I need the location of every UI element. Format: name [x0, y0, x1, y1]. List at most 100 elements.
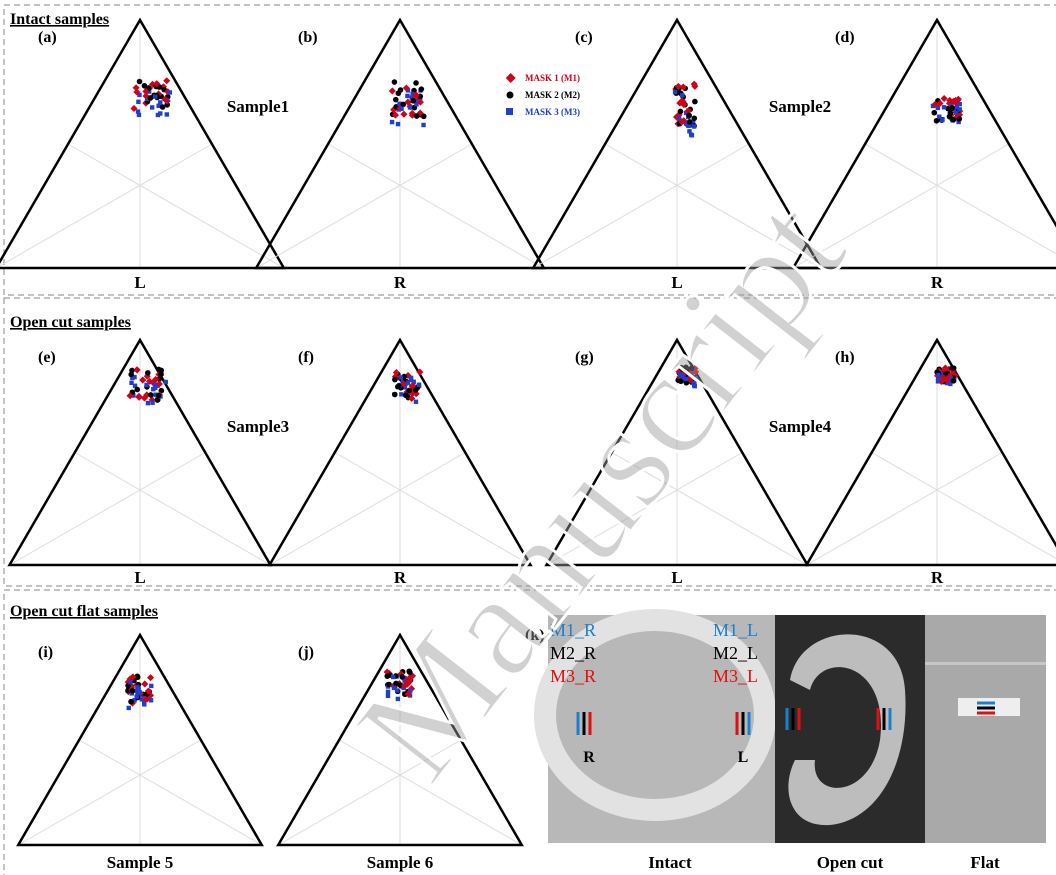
image-panel: (k) M1_R M2_R M3_R M1_L M2_L M3_L R L In… — [525, 615, 1046, 872]
point — [392, 392, 398, 398]
right-label: M2_L — [713, 643, 758, 663]
point — [128, 699, 134, 705]
point — [399, 107, 403, 111]
point — [413, 80, 419, 86]
point — [410, 98, 416, 104]
ternary-frame — [807, 340, 1056, 565]
point — [405, 94, 409, 98]
point — [409, 376, 413, 380]
panel-label: (h) — [835, 349, 855, 366]
figure: (k) M1_R M2_R M3_R M1_L M2_L M3_L R L In… — [0, 0, 1056, 875]
point — [144, 383, 148, 387]
point — [392, 79, 398, 85]
ternary-grid — [328, 144, 544, 268]
point — [400, 111, 407, 118]
ternary-grid — [270, 453, 466, 566]
ternary-grid — [10, 453, 206, 566]
point — [147, 674, 154, 681]
point — [153, 94, 157, 98]
panel-label: (c) — [575, 29, 593, 46]
caption: Flat — [970, 853, 1000, 872]
point — [146, 401, 150, 405]
point — [941, 95, 948, 102]
point — [951, 117, 957, 123]
point — [136, 394, 143, 401]
marker-label: L — [738, 749, 749, 766]
point — [390, 120, 394, 124]
panel-label: (j) — [298, 644, 314, 661]
point — [408, 105, 412, 109]
axis-label: R — [394, 273, 407, 292]
point — [127, 706, 131, 710]
right-label: M3_L — [713, 666, 758, 686]
point — [406, 381, 410, 385]
point — [160, 104, 166, 110]
point — [156, 113, 160, 117]
point — [396, 383, 402, 389]
point — [417, 383, 421, 387]
point — [406, 388, 412, 394]
point — [148, 95, 154, 101]
point — [957, 116, 963, 122]
section-title: Open cut samples — [10, 314, 131, 331]
point — [128, 372, 134, 378]
axis-label: R — [931, 273, 944, 292]
legend-label: MASK 2 (M2) — [525, 90, 580, 100]
ternary-grid — [79, 740, 262, 845]
point — [673, 90, 677, 94]
point — [138, 690, 142, 694]
point — [948, 110, 954, 116]
panel-label: (d) — [835, 29, 855, 46]
axis-label: Sample 5 — [107, 853, 174, 872]
point — [150, 401, 154, 405]
caption: Intact — [648, 853, 692, 872]
point — [692, 99, 698, 105]
ternary-frame — [0, 20, 284, 268]
legend-marker — [506, 108, 513, 115]
panel-label: (e) — [38, 349, 56, 366]
point — [393, 97, 399, 103]
section-title: Intact samples — [10, 11, 109, 28]
point — [129, 381, 133, 385]
point — [936, 373, 940, 377]
point — [692, 124, 696, 128]
right-label: M1_L — [713, 620, 758, 640]
point — [942, 105, 946, 109]
point — [136, 100, 140, 104]
axis-label: L — [671, 568, 682, 587]
point — [414, 400, 418, 404]
axis-label: Sample 6 — [367, 853, 434, 872]
ternary-grid — [75, 453, 271, 566]
ternary-grid — [807, 453, 1003, 566]
point — [151, 387, 155, 391]
point — [148, 392, 154, 398]
point — [691, 115, 697, 121]
point — [150, 105, 154, 109]
point — [686, 113, 692, 119]
point — [149, 698, 153, 702]
panel-label: (i) — [38, 644, 53, 661]
point — [137, 79, 143, 85]
point — [396, 122, 400, 126]
panel-label: (a) — [38, 29, 57, 46]
point — [936, 379, 940, 383]
point — [165, 112, 169, 116]
panel-label: (f) — [298, 349, 314, 366]
point — [137, 113, 141, 117]
point — [153, 382, 157, 386]
ternary-grid — [68, 144, 284, 268]
point — [128, 680, 132, 684]
point — [419, 86, 425, 92]
axis-label: L — [134, 273, 145, 292]
point — [149, 684, 153, 688]
point — [398, 375, 402, 379]
point — [958, 102, 962, 106]
point — [421, 114, 427, 120]
sample-label: Sample4 — [769, 417, 832, 436]
section-title: Open cut flat samples — [10, 603, 158, 620]
point — [958, 107, 962, 111]
point — [687, 119, 693, 125]
legend-marker — [506, 73, 516, 83]
point — [134, 387, 140, 393]
point — [931, 110, 937, 116]
